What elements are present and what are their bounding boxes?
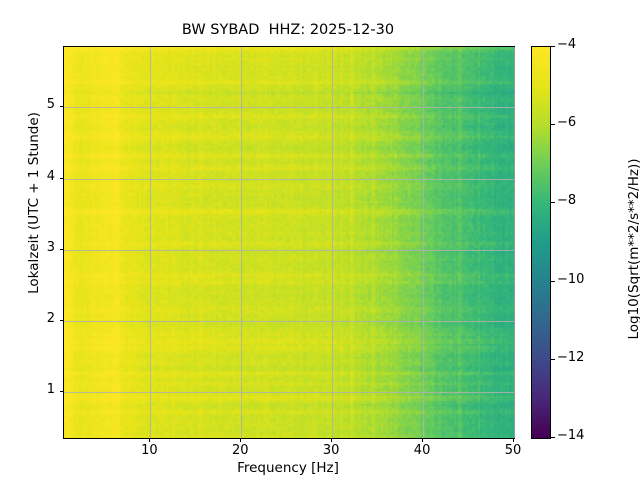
x-axis-tick-label: 30 — [322, 443, 340, 458]
y-axis-tick-mark — [59, 390, 63, 392]
x-axis-tick-mark — [331, 438, 333, 442]
x-axis-tick-label: 50 — [504, 443, 522, 458]
colorbar-gradient — [532, 47, 550, 438]
gridline-vertical — [423, 47, 425, 438]
y-axis-tick-mark — [59, 248, 63, 250]
y-axis-tick-label: 5 — [46, 97, 55, 113]
colorbar-tick-mark — [551, 280, 555, 282]
x-axis-tick-label: 20 — [231, 443, 249, 458]
colorbar-tick-mark — [551, 124, 555, 126]
gridline-horizontal — [64, 249, 514, 251]
spectrogram-image — [64, 47, 514, 438]
colorbar-tick-label: −8 — [557, 193, 577, 209]
colorbar-tick-label: −4 — [557, 37, 577, 52]
gridline-vertical — [241, 47, 243, 438]
colorbar-tick-mark — [551, 46, 555, 47]
y-axis-tick-label: 4 — [46, 168, 55, 184]
x-axis-tick-mark — [422, 438, 424, 442]
colorbar — [531, 46, 551, 439]
y-axis-tick-label: 2 — [46, 310, 55, 326]
x-axis-tick-label: 40 — [413, 443, 431, 458]
gridline-vertical — [514, 47, 515, 438]
colorbar-tick-label: −14 — [557, 428, 585, 443]
gridline-horizontal — [64, 107, 514, 109]
x-axis-tick-mark — [149, 438, 151, 442]
colorbar-tick-mark — [551, 358, 555, 360]
y-axis-tick-mark — [59, 177, 63, 179]
spectrogram-axes — [63, 46, 515, 439]
colorbar-tick-mark — [551, 202, 555, 204]
y-axis-tick-label: 3 — [46, 239, 55, 255]
colorbar-tick-label: −6 — [557, 115, 577, 131]
colorbar-label: Log10(Sqrt(m**2/s**2/Hz)) — [626, 158, 640, 340]
gridline-horizontal — [64, 320, 514, 322]
x-axis-tick-label: 10 — [141, 443, 158, 458]
y-axis-tick-mark — [59, 319, 63, 321]
gridline-horizontal — [64, 391, 514, 393]
y-axis-tick-mark — [59, 106, 63, 108]
gridline-vertical — [332, 47, 334, 438]
x-axis-tick-mark — [513, 438, 514, 442]
x-axis-tick-mark — [240, 438, 242, 442]
colorbar-tick-mark — [551, 437, 555, 438]
y-axis-tick-label: 1 — [46, 381, 55, 397]
colorbar-tick-label: −10 — [557, 271, 585, 287]
y-axis-label: Lokalzeit (UTC + 1 Stunde) — [26, 112, 42, 294]
gridline-horizontal — [64, 178, 514, 180]
page-title: BW SYBAD HHZ: 2025-12-30 — [181, 22, 395, 38]
gridline-vertical — [150, 47, 152, 438]
x-axis-label: Frequency [Hz] — [237, 460, 339, 476]
colorbar-tick-label: −12 — [557, 349, 585, 365]
